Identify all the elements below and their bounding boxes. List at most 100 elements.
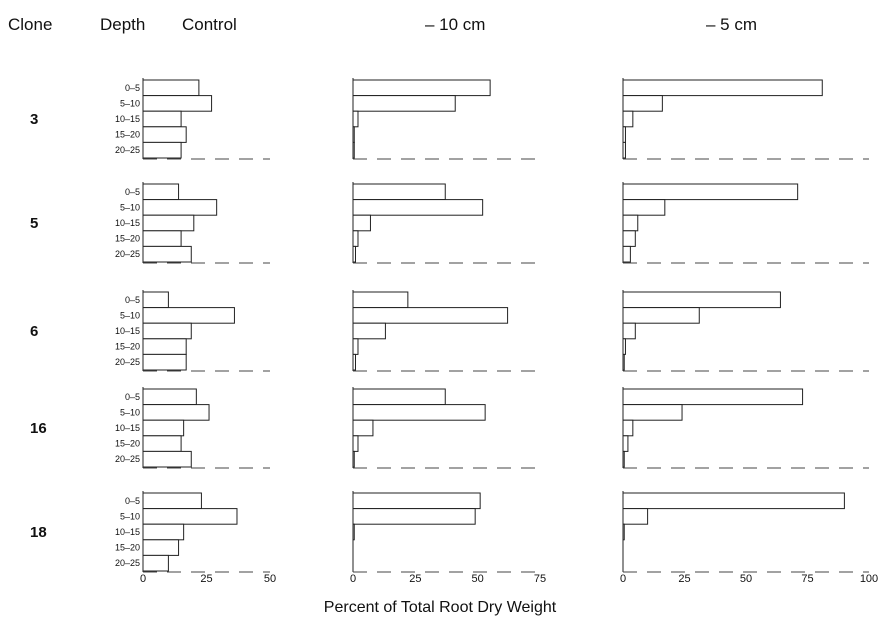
- clone-label: 5: [30, 215, 38, 232]
- tick-label: 50: [740, 573, 752, 585]
- bar: [142, 404, 210, 421]
- depth-label: 0–5: [125, 496, 140, 506]
- bar: [142, 199, 218, 216]
- header-clone: Clone: [8, 15, 52, 34]
- bar: [352, 230, 359, 247]
- bar: [352, 307, 509, 324]
- tick-label: 50: [472, 573, 484, 585]
- bar: [142, 307, 235, 324]
- bar: [622, 79, 823, 97]
- x-axis-label: Percent of Total Root Dry Weight: [324, 599, 557, 616]
- depth-label: 5–10: [120, 98, 140, 108]
- header-depth: Depth: [100, 15, 145, 34]
- clone-label: 16: [30, 420, 47, 437]
- bar: [622, 492, 845, 510]
- bar: [142, 291, 169, 309]
- clone-label: 18: [30, 524, 47, 541]
- depth-label: 5–10: [120, 407, 140, 417]
- bar: [622, 435, 629, 452]
- bar: [352, 214, 371, 232]
- depth-label: 15–20: [115, 543, 140, 553]
- bar: [622, 338, 626, 355]
- bar: [142, 183, 180, 201]
- bar: [352, 450, 355, 468]
- depth-label: 10–15: [115, 326, 140, 336]
- depth-label: 15–20: [115, 130, 140, 140]
- depth-label: 10–15: [115, 114, 140, 124]
- tick-label: 0: [620, 573, 626, 585]
- bar: [352, 141, 355, 159]
- bar: [622, 508, 649, 525]
- tick-label: 25: [200, 573, 212, 585]
- depth-label: 5–10: [120, 511, 140, 521]
- bar: [142, 539, 180, 556]
- depth-label: 10–15: [115, 527, 140, 537]
- bar: [352, 338, 359, 355]
- header-control: Control: [182, 15, 237, 34]
- depth-label: 20–25: [115, 145, 140, 155]
- bar: [622, 450, 625, 468]
- bar: [622, 307, 700, 324]
- depth-label: 5–10: [120, 310, 140, 320]
- bar: [622, 419, 634, 437]
- depth-label: 10–15: [115, 218, 140, 228]
- bar: [352, 353, 356, 371]
- bar: [142, 435, 182, 452]
- depth-label: 20–25: [115, 454, 140, 464]
- depth-label: 15–20: [115, 234, 140, 244]
- bar: [142, 95, 213, 112]
- bar: [352, 492, 481, 510]
- clone-label: 6: [30, 323, 38, 340]
- bar: [142, 322, 192, 340]
- bar: [142, 508, 238, 525]
- bar: [352, 95, 456, 112]
- depth-label: 0–5: [125, 392, 140, 402]
- bar: [352, 419, 374, 437]
- tick-label: 100: [860, 573, 878, 585]
- depth-label: 20–25: [115, 558, 140, 568]
- bar: [142, 523, 185, 541]
- bar: [622, 110, 634, 128]
- bar: [352, 245, 356, 263]
- bar: [142, 230, 182, 247]
- bar: [622, 353, 625, 371]
- bar: [622, 199, 666, 216]
- bar: [352, 291, 409, 309]
- depth-label: 20–25: [115, 249, 140, 259]
- bar: [622, 214, 639, 232]
- depth-label: 0–5: [125, 187, 140, 197]
- bar: [622, 95, 663, 112]
- depth-label: 15–20: [115, 342, 140, 352]
- bar: [142, 419, 185, 437]
- bar: [352, 508, 476, 525]
- bar: [142, 214, 195, 232]
- bar: [622, 523, 625, 541]
- depth-label: 15–20: [115, 439, 140, 449]
- depth-label: 0–5: [125, 83, 140, 93]
- bar: [142, 492, 202, 510]
- bar: [622, 388, 804, 406]
- bar: [142, 126, 187, 143]
- plot-area: 3 0–5 5–10 10–15 15–20 20–25 5 0–5 5–10 10–15 15–2…: [30, 78, 878, 585]
- bar: [622, 126, 626, 143]
- bar: [352, 199, 484, 216]
- bar: [142, 450, 192, 468]
- header-minus-5cm: – 5 cm: [706, 15, 757, 34]
- tick-label: 75: [534, 573, 546, 585]
- bar: [352, 435, 359, 452]
- depth-label: 0–5: [125, 295, 140, 305]
- bar: [142, 554, 169, 572]
- tick-label: 0: [350, 573, 356, 585]
- bar: [352, 388, 446, 406]
- bar: [352, 183, 446, 201]
- bar: [352, 322, 386, 340]
- tick-label: 25: [409, 573, 421, 585]
- header-minus-10cm: – 10 cm: [425, 15, 485, 34]
- bar: [622, 230, 636, 247]
- tick-label: 25: [678, 573, 690, 585]
- bar: [622, 183, 799, 201]
- bar: [142, 388, 197, 406]
- bar: [622, 245, 631, 263]
- tick-label: 75: [801, 573, 813, 585]
